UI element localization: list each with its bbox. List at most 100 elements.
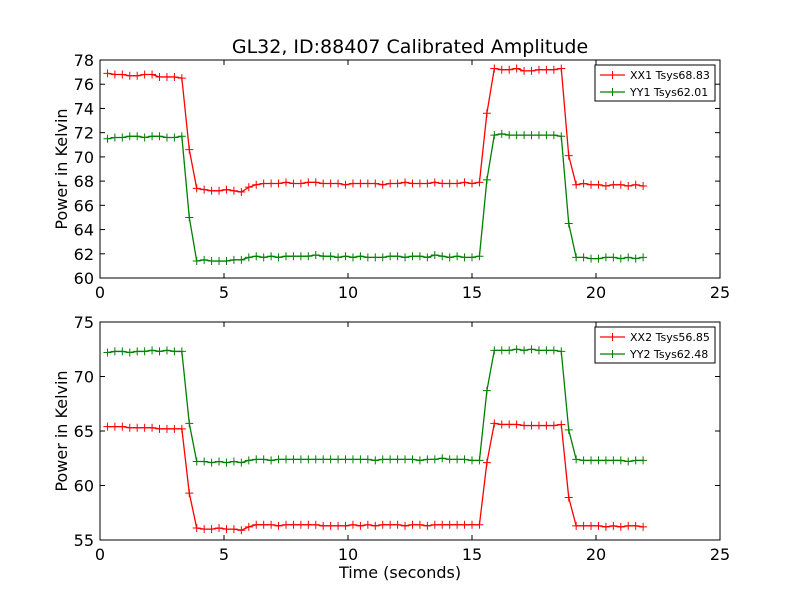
data-point: [110, 422, 119, 431]
data-point: [408, 252, 417, 261]
x-tick-label: 25: [710, 283, 730, 302]
data-point: [557, 420, 566, 429]
data-point: [133, 423, 142, 432]
data-point: [557, 64, 566, 73]
bottom-subplot: 0 5 10 15 20 25 55 60 65 70 75 Power in Kelvin Time …: [52, 313, 730, 582]
data-point: [438, 520, 447, 529]
data-point: [460, 520, 469, 529]
data-point: [430, 178, 439, 187]
data-point: [125, 348, 134, 357]
data-point: [252, 180, 261, 189]
data-point: [356, 455, 365, 464]
data-point: [505, 131, 514, 140]
data-point: [185, 213, 194, 222]
data-point: [103, 134, 112, 143]
data-point: [296, 252, 305, 261]
data-point: [282, 178, 290, 187]
data-point: [587, 521, 596, 530]
data-point: [453, 179, 462, 188]
data-point: [267, 252, 276, 261]
y-axis-label: Power in Kelvin: [52, 108, 71, 229]
data-point: [148, 70, 157, 79]
data-point: [207, 257, 216, 266]
data-point: [609, 456, 618, 465]
y-tick-label: 60: [74, 477, 94, 496]
data-point: [267, 179, 276, 188]
data-point: [170, 72, 179, 81]
data-point: [326, 455, 335, 464]
data-point: [155, 132, 164, 141]
data-point: [490, 346, 499, 355]
data-point: [148, 346, 157, 355]
data-point: [140, 347, 149, 356]
data-point: [378, 520, 387, 529]
data-point: [415, 456, 424, 465]
data-point: [572, 521, 581, 530]
data-point: [177, 74, 186, 83]
data-point: [296, 520, 305, 529]
legend-label: XX2 Tsys56.85: [630, 331, 710, 344]
data-point: [475, 178, 484, 187]
data-point: [549, 346, 558, 355]
legend-label: YY1 Tsys62.01: [629, 86, 708, 99]
data-point: [408, 520, 417, 529]
data-point: [587, 254, 596, 263]
data-point: [631, 521, 640, 530]
data-point: [177, 132, 186, 141]
data-point: [453, 520, 462, 529]
data-point: [564, 425, 573, 434]
data-point: [222, 185, 231, 194]
data-point: [304, 252, 313, 261]
data-point: [237, 526, 246, 535]
data-point: [103, 348, 112, 357]
data-point: [430, 520, 439, 529]
x-tick-label: 15: [462, 283, 482, 302]
data-point: [475, 456, 484, 465]
data-point: [497, 65, 506, 74]
data-point: [215, 457, 224, 466]
legend-marker: [608, 71, 617, 79]
data-point: [222, 458, 231, 467]
data-point: [222, 525, 231, 534]
data-point: [192, 184, 201, 193]
data-point: [520, 66, 529, 75]
data-point: [252, 520, 261, 529]
data-point: [490, 131, 499, 140]
data-point: [371, 456, 380, 465]
data-point: [363, 520, 372, 529]
series-1: [103, 129, 648, 266]
data-point: [371, 179, 380, 188]
data-point: [363, 179, 372, 188]
data-point: [415, 520, 424, 529]
data-point: [497, 346, 506, 355]
data-point: [371, 521, 380, 530]
data-point: [505, 65, 514, 74]
data-point: [587, 180, 596, 189]
legend-marker: [608, 350, 617, 358]
data-point: [215, 524, 224, 533]
data-point: [237, 255, 246, 264]
data-point: [133, 347, 142, 356]
data-point: [512, 64, 521, 73]
data-point: [125, 423, 134, 432]
legend-marker: [608, 88, 617, 96]
y-tick-label: 68: [74, 172, 94, 191]
data-point: [401, 455, 410, 464]
data-point: [378, 180, 387, 189]
data-point: [252, 252, 261, 261]
data-point: [363, 253, 372, 262]
data-point: [356, 179, 365, 188]
data-point: [430, 455, 439, 464]
data-point: [170, 347, 179, 356]
data-point: [348, 520, 357, 529]
x-tick-label: 20: [586, 283, 606, 302]
top-subplot: 0 5 10 15 20 25 60 62 64 66 68 70 72 74 76 78 Power in K…: [52, 51, 730, 302]
series-1: [103, 345, 648, 467]
data-point: [341, 180, 350, 189]
y-tick-label: 66: [74, 196, 94, 215]
data-point: [594, 456, 603, 465]
data-point: [259, 253, 268, 262]
data-point: [341, 521, 350, 530]
data-point: [222, 257, 231, 266]
data-point: [594, 180, 603, 189]
